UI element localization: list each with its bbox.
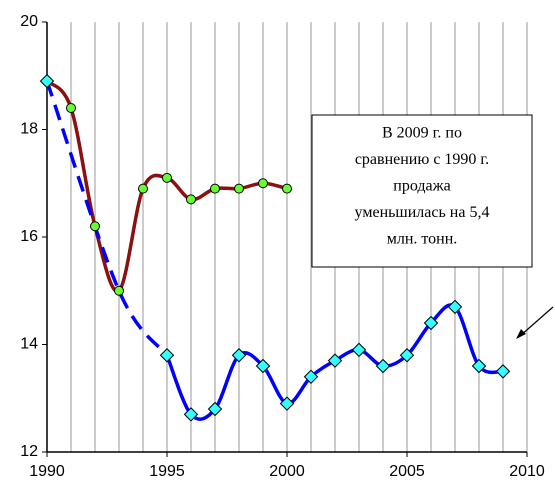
annotation-line: млн. тонн. — [387, 231, 458, 248]
point — [114, 285, 124, 296]
annotation-box — [311, 114, 533, 268]
point — [471, 358, 487, 374]
y-tick-label: 14 — [20, 336, 38, 353]
x-tick-label: 1990 — [29, 463, 65, 480]
point — [234, 183, 244, 194]
y-tick-label: 12 — [20, 443, 38, 460]
annotation-line: продажа — [393, 178, 451, 195]
point — [162, 172, 172, 183]
x-tick-label: 1995 — [149, 463, 185, 480]
annotation-line: В 2009 г. по — [382, 125, 462, 142]
point — [231, 348, 247, 363]
point — [375, 358, 391, 374]
annotation-arrow — [519, 306, 554, 337]
annotation-line: сравнению с 1990 г. — [355, 151, 489, 168]
point — [186, 194, 196, 205]
annotation-line: уменьшилась на 5,4 — [355, 204, 490, 221]
point — [258, 178, 268, 189]
annotation-arrowhead — [516, 329, 526, 339]
series-line — [45, 80, 169, 357]
point — [327, 353, 343, 368]
point — [207, 401, 223, 417]
point — [138, 183, 148, 194]
point — [39, 73, 55, 89]
y-tick-label: 18 — [20, 121, 38, 138]
point — [282, 183, 292, 194]
point — [210, 183, 220, 194]
point — [303, 369, 319, 384]
y-tick-label: 16 — [20, 228, 38, 245]
point — [159, 348, 175, 363]
point — [90, 221, 100, 232]
y-tick-label: 20 — [20, 13, 38, 30]
x-tick-label: 2010 — [509, 463, 545, 480]
point — [279, 396, 295, 411]
x-tick-label: 2005 — [389, 463, 425, 480]
point — [495, 364, 511, 379]
point — [255, 358, 271, 374]
point — [423, 315, 439, 331]
point — [447, 299, 463, 315]
x-tick-label: 2000 — [269, 463, 305, 480]
point — [351, 342, 367, 358]
point — [183, 407, 199, 422]
point — [66, 103, 76, 113]
point — [399, 348, 415, 363]
